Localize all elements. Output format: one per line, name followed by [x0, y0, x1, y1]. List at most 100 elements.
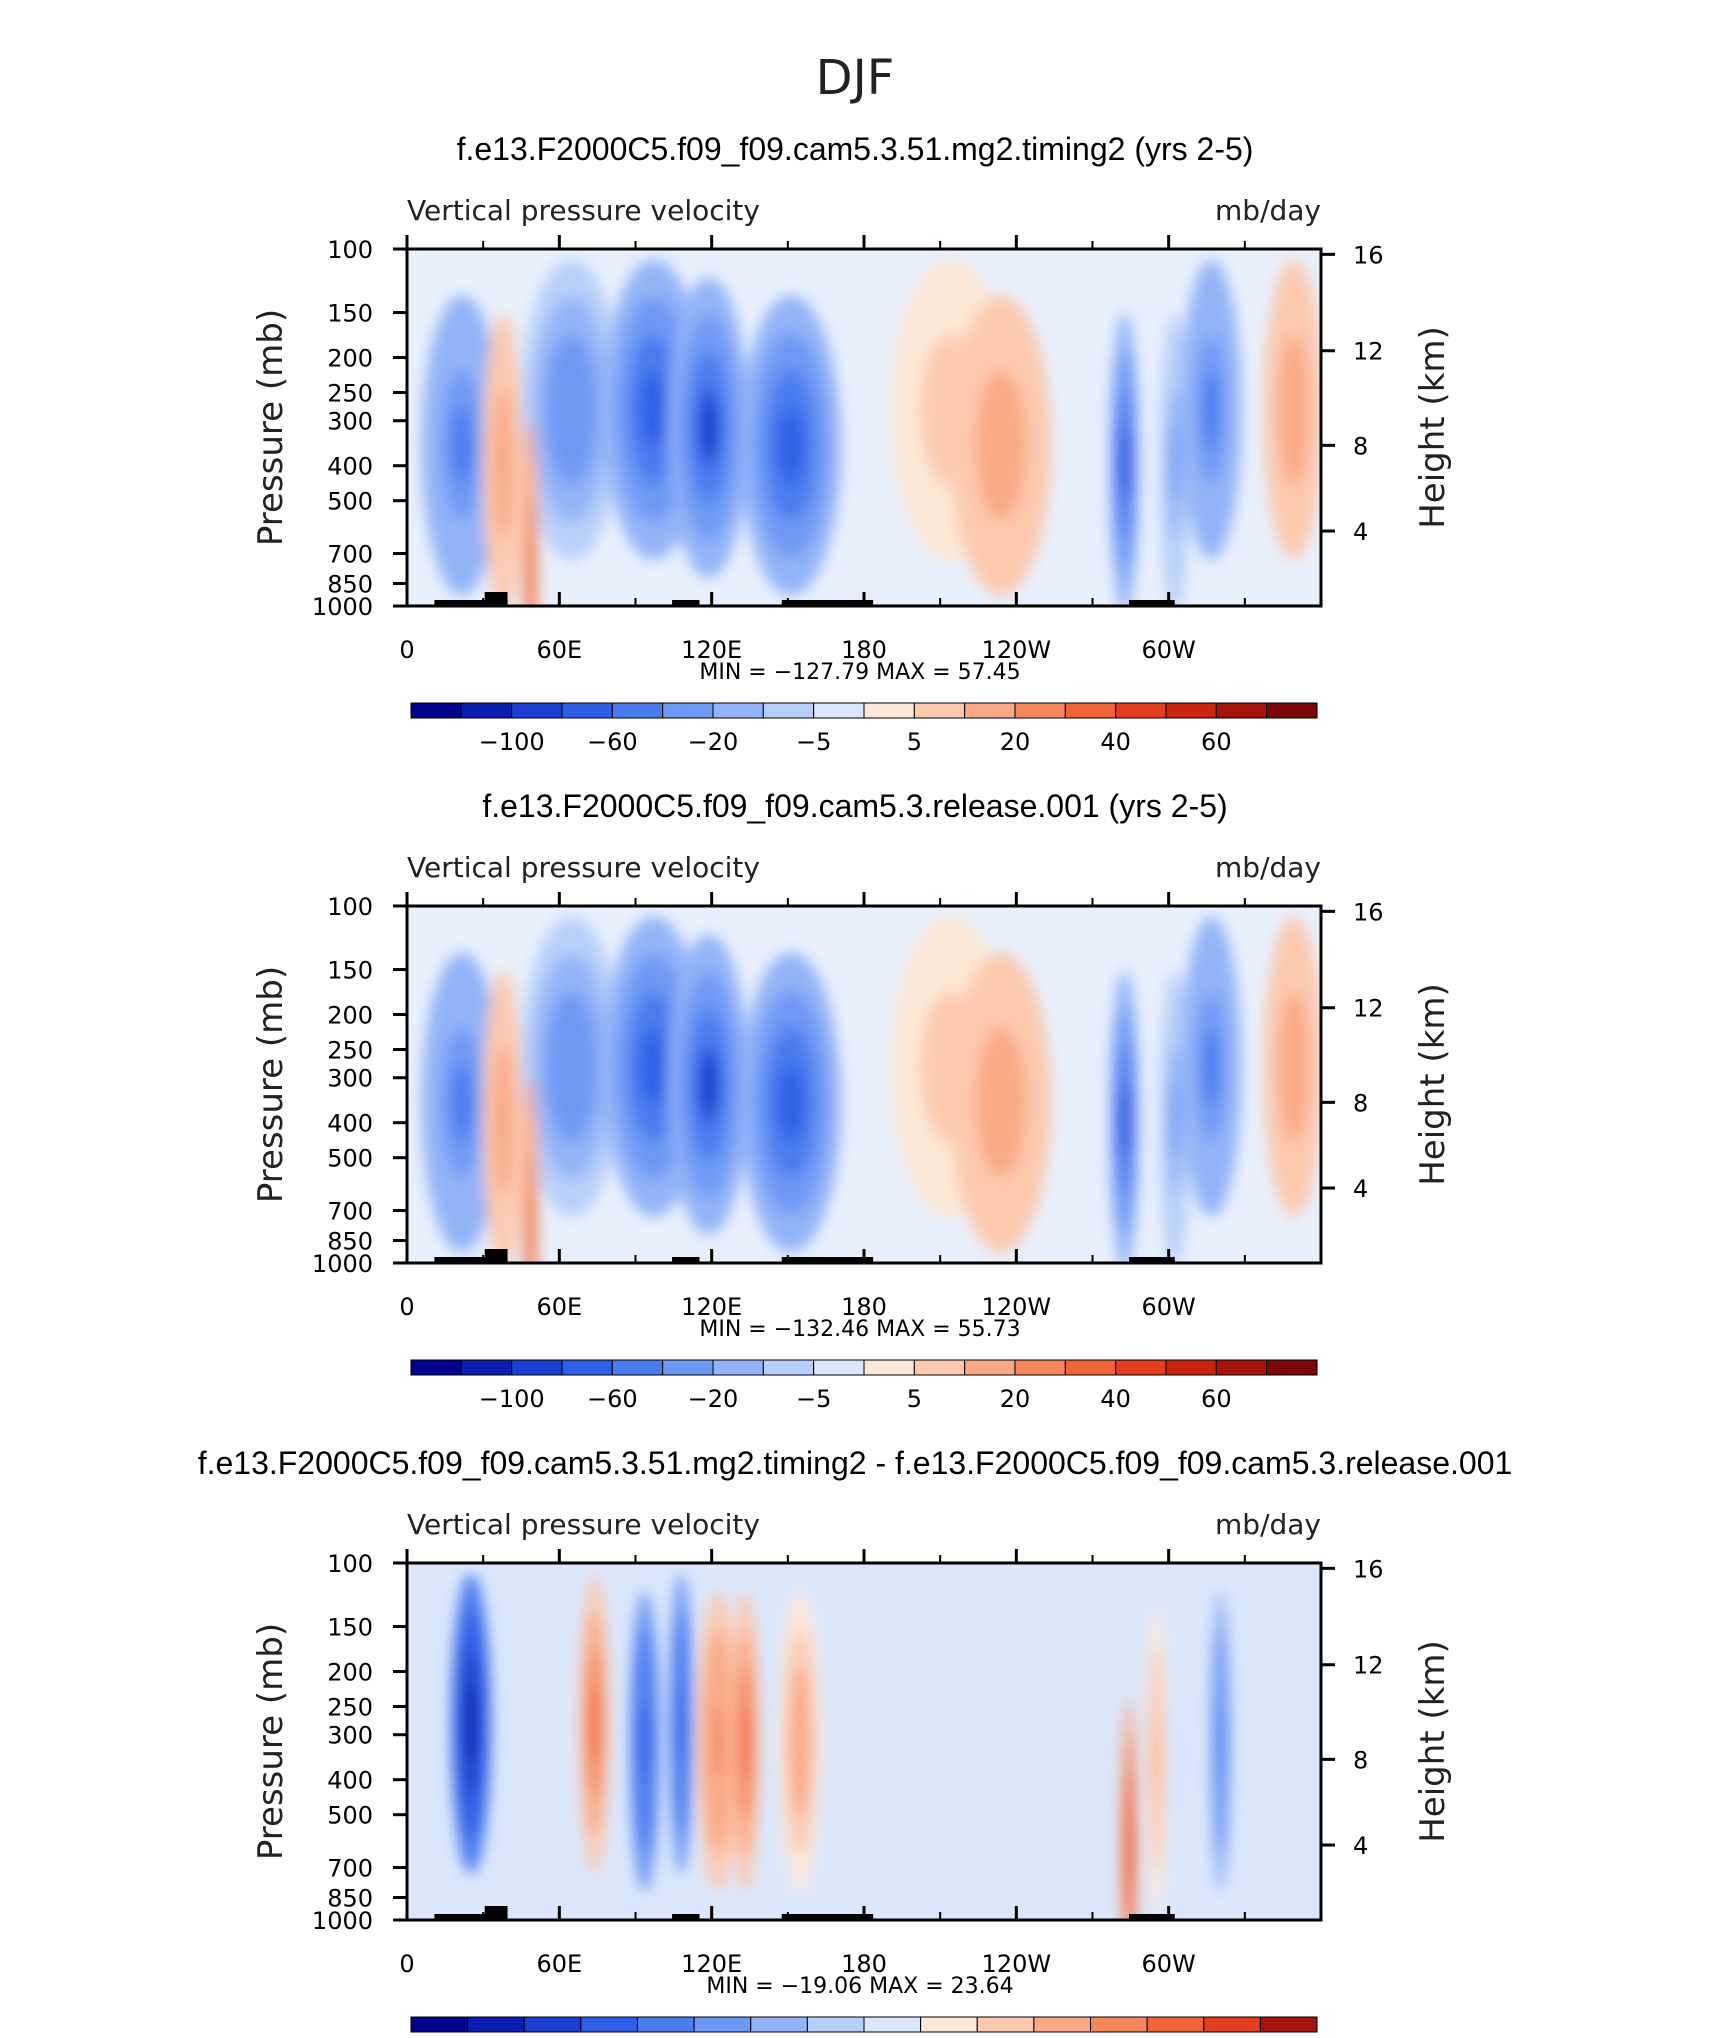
contour-region — [1170, 425, 1179, 501]
colorbar-swatch — [813, 702, 865, 719]
y-tick-label: 300 — [327, 1722, 373, 1750]
colorbar-swatch — [1165, 702, 1217, 719]
colorbar-swatch — [410, 702, 462, 719]
x-tick-label: 0 — [399, 1293, 414, 1321]
contour-region — [641, 1029, 667, 1105]
colorbar-label: −20 — [688, 728, 739, 756]
topography — [1129, 600, 1175, 606]
colorbar-swatch — [561, 702, 613, 719]
topography — [672, 600, 700, 606]
y-right-axis-label: Height (km) — [1413, 983, 1453, 1186]
topography — [484, 592, 508, 606]
y-right-tick-label: 16 — [1353, 898, 1384, 926]
topography — [1129, 1257, 1175, 1263]
colorbar-swatch — [913, 702, 966, 719]
left-label: Vertical pressure velocity — [407, 194, 760, 227]
x-tick-label: 120W — [982, 1293, 1052, 1321]
y-tick-label: 700 — [327, 1855, 373, 1883]
colorbar-swatch — [511, 702, 563, 719]
colorbar-label: 40 — [1100, 1385, 1131, 1413]
topography — [672, 1914, 700, 1920]
x-tick-label: 60W — [1142, 1293, 1196, 1321]
y-tick-label: 400 — [327, 453, 373, 481]
y-tick-label: 100 — [327, 893, 373, 921]
y-right-tick-label: 8 — [1353, 1746, 1368, 1774]
x-tick-label: 60W — [1142, 636, 1196, 664]
contour-region — [778, 407, 804, 483]
contour-region — [1217, 1704, 1223, 1779]
colorbar-swatch — [863, 2016, 922, 2033]
y-right-tick-label: 4 — [1353, 1832, 1368, 1860]
contour-region — [528, 532, 533, 606]
y-right-tick-label: 12 — [1353, 995, 1384, 1023]
y-right-axis-label: Height (km) — [1413, 326, 1453, 529]
topography — [781, 1257, 874, 1263]
colorbar-swatch — [762, 1359, 815, 1376]
y-right-tick-label: 16 — [1353, 1555, 1384, 1583]
contour-region — [1203, 1029, 1219, 1105]
contour-region — [1127, 1811, 1132, 1887]
y-axis-label: Pressure (mb) — [251, 309, 291, 546]
x-tick-label: 120E — [681, 1293, 742, 1321]
colorbar-swatch — [511, 1359, 563, 1376]
y-tick-label: 1000 — [312, 1250, 373, 1278]
y-tick-label: 500 — [327, 1802, 373, 1830]
colorbar-swatch — [460, 1359, 513, 1376]
colorbar-swatch — [662, 1359, 714, 1376]
colorbar-label: 5 — [907, 728, 922, 756]
x-tick-label: 60E — [536, 636, 582, 664]
x-tick-label: 60E — [536, 1950, 582, 1978]
x-tick-label: 0 — [399, 1950, 414, 1978]
x-tick-label: 0 — [399, 636, 414, 664]
y-tick-label: 300 — [327, 408, 373, 436]
colorbar-swatch — [1014, 1359, 1066, 1376]
colorbar-swatch — [712, 702, 764, 719]
contour-region — [558, 1029, 585, 1105]
units-label: mb/day — [1215, 851, 1321, 884]
colorbar-swatch — [1203, 2016, 1261, 2033]
x-tick-label: 60E — [536, 1293, 582, 1321]
colorbar-label: −5 — [796, 728, 831, 756]
x-tick-label: 180 — [841, 1293, 887, 1321]
y-tick-label: 500 — [327, 1145, 373, 1173]
y-tick-label: 200 — [327, 1659, 373, 1687]
y-tick-label: 700 — [327, 1198, 373, 1226]
contour-region — [1120, 425, 1129, 501]
y-tick-label: 1000 — [312, 1907, 373, 1935]
colorbar-swatch — [637, 2016, 695, 2033]
y-tick-label: 100 — [327, 1550, 373, 1578]
panel-title: f.e13.F2000C5.f09_f09.cam5.3.51.mg2.timi… — [198, 1445, 1513, 1481]
colorbar-swatch — [1115, 702, 1167, 719]
y-tick-label: 850 — [327, 1228, 373, 1256]
contour-region — [590, 1686, 599, 1762]
figure-title: DJF — [816, 50, 895, 106]
topography — [781, 600, 874, 606]
contour-region — [794, 1704, 806, 1779]
contour-region — [698, 1047, 719, 1122]
contour-region — [497, 425, 508, 501]
panel-title: f.e13.F2000C5.f09_f09.cam5.3.release.001… — [482, 788, 1227, 824]
colorbar-swatch — [1014, 702, 1066, 719]
colorbar-label: 60 — [1201, 1385, 1232, 1413]
colorbar-swatch — [523, 2016, 582, 2033]
colorbar-swatch — [1115, 1359, 1167, 1376]
colorbar-swatch — [1146, 2016, 1205, 2033]
units-label: mb/day — [1215, 1508, 1321, 1541]
y-tick-label: 400 — [327, 1110, 373, 1138]
contour-region — [988, 1064, 1014, 1140]
colorbar-label: −100 — [479, 1385, 545, 1413]
y-right-tick-label: 16 — [1353, 241, 1384, 269]
topography — [781, 1914, 874, 1920]
colorbar-swatch — [1064, 702, 1117, 719]
y-tick-label: 850 — [327, 1885, 373, 1913]
contour-region — [640, 1704, 649, 1779]
contour-region — [1286, 1029, 1302, 1105]
topography — [434, 1914, 490, 1920]
colorbar-label: −60 — [587, 728, 638, 756]
y-tick-label: 150 — [327, 957, 373, 985]
y-axis-label: Pressure (mb) — [251, 1623, 291, 1860]
colorbar-swatch — [712, 1359, 764, 1376]
contour-region — [465, 1686, 477, 1762]
topography — [434, 1257, 490, 1263]
contour-region — [988, 407, 1014, 483]
